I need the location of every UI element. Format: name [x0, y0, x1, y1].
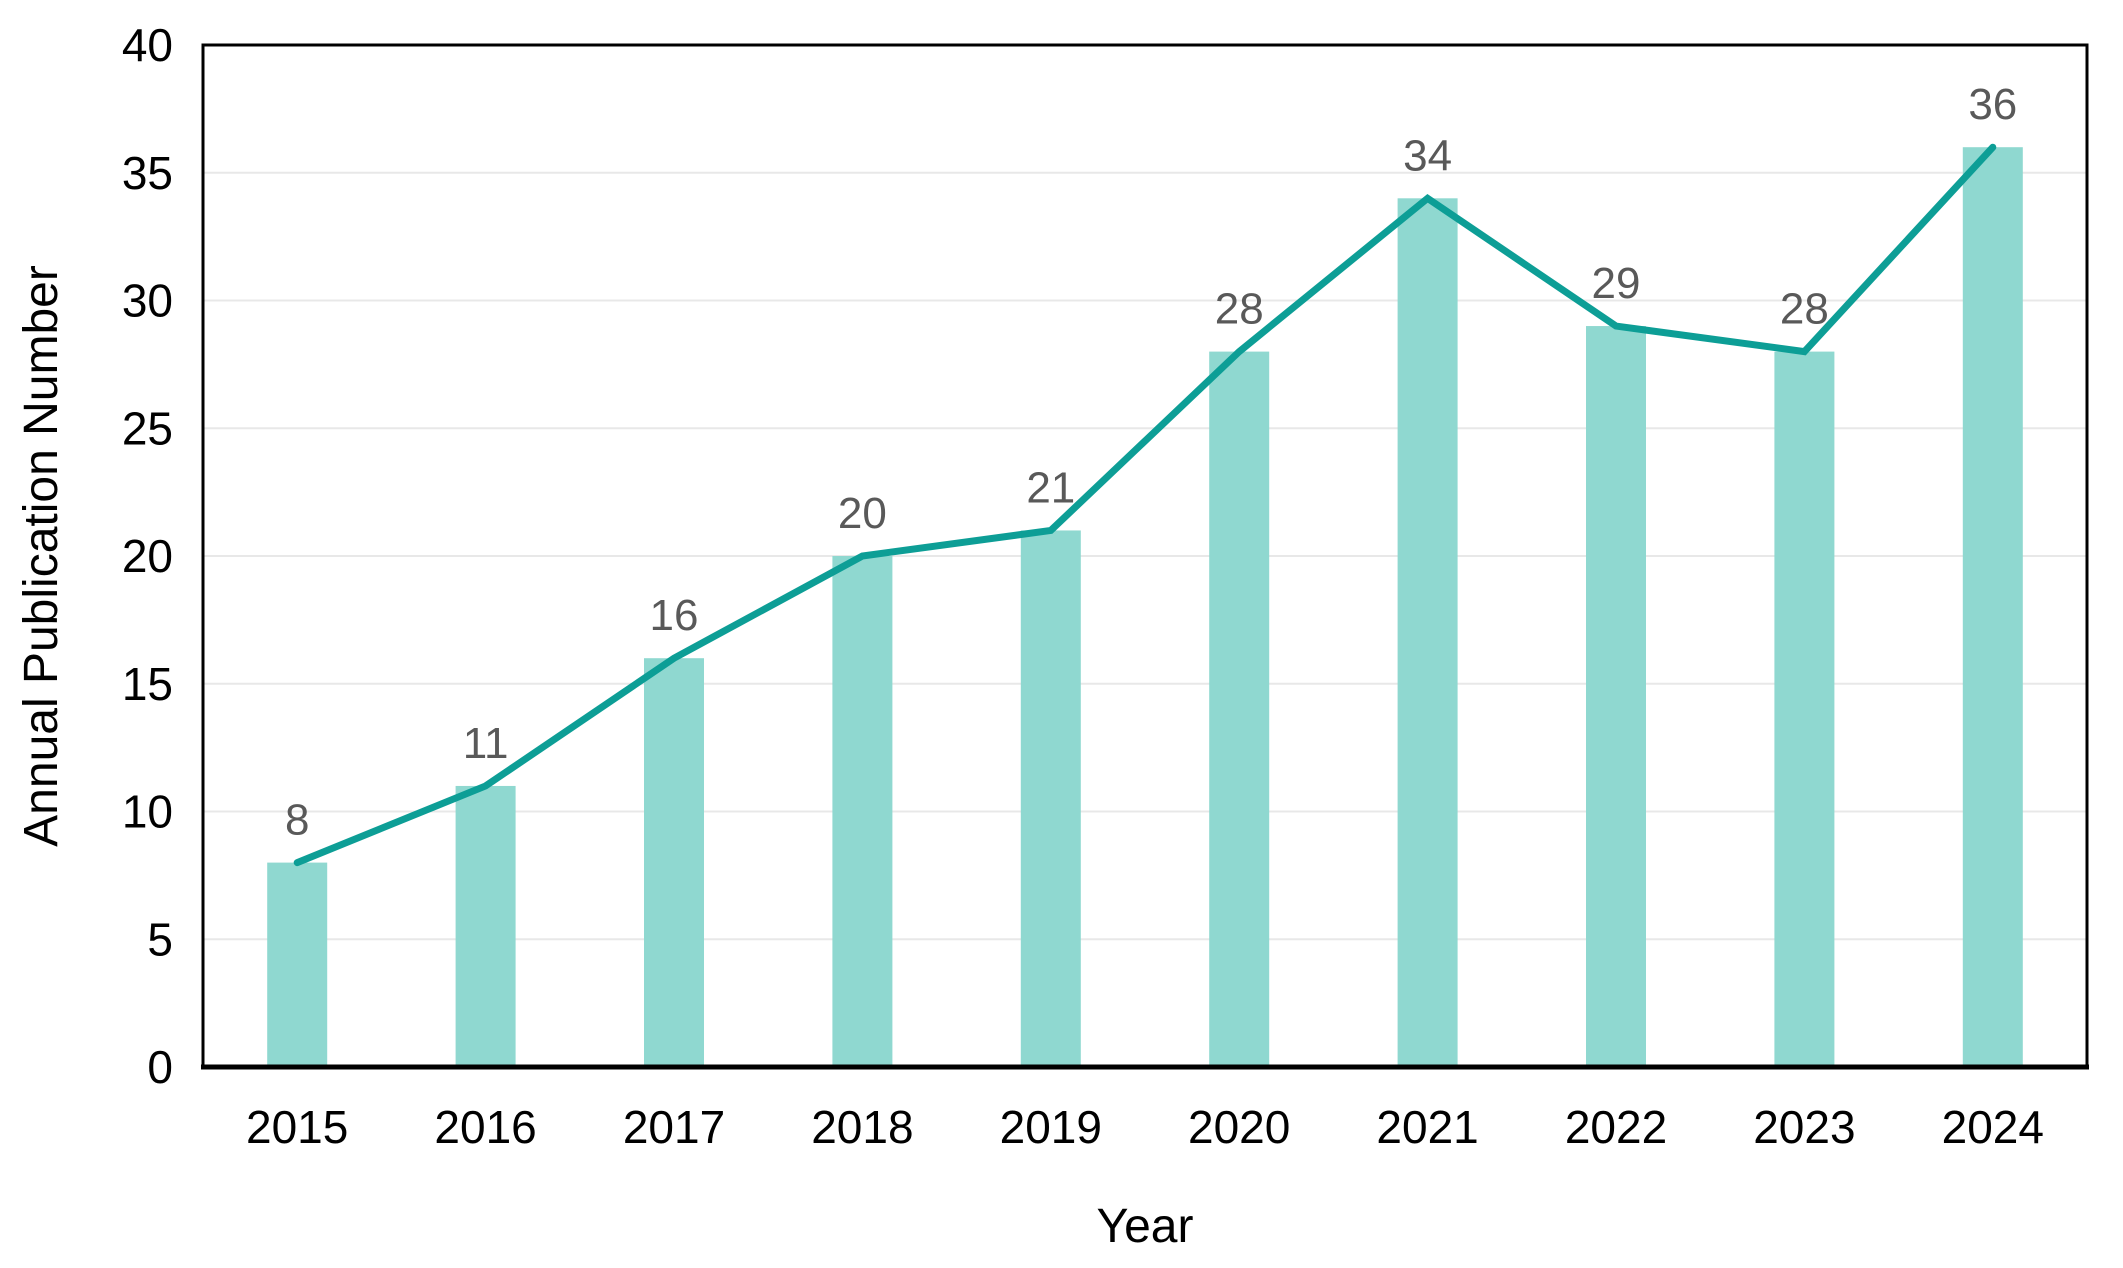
x-tick-label-2021: 2021: [1376, 1101, 1478, 1153]
data-label-2024: 36: [1968, 80, 2017, 129]
data-labels-layer: 8 11 16 20 21 28 34 29 28 36: [285, 80, 2017, 844]
y-axis-title: Annual Publication Number: [15, 265, 68, 847]
gridlines-layer: [203, 171, 2087, 941]
y-tick-label-15: 15: [122, 658, 173, 710]
bar-2017: [644, 658, 704, 1067]
x-tick-label-2023: 2023: [1753, 1101, 1855, 1153]
x-tick-label-2024: 2024: [1942, 1101, 2044, 1153]
bars-layer: [267, 147, 2023, 1068]
data-label-2022: 29: [1592, 259, 1641, 308]
bar-2022: [1586, 326, 1646, 1067]
bar-2016: [455, 785, 516, 1067]
x-tick-label-2022: 2022: [1565, 1101, 1667, 1153]
data-label-2017: 16: [650, 591, 699, 640]
bar-2024: [1962, 147, 2023, 1067]
y-tick-label-0: 0: [147, 1041, 173, 1093]
bar-2018: [832, 556, 893, 1067]
x-tick-label-2020: 2020: [1188, 1101, 1290, 1153]
y-tick-label-35: 35: [122, 147, 173, 199]
x-tick-label-2016: 2016: [434, 1101, 536, 1153]
data-label-2023: 28: [1780, 285, 1829, 334]
bar-2021: [1397, 198, 1458, 1068]
y-tick-label-5: 5: [147, 913, 173, 965]
x-tick-label-2017: 2017: [623, 1101, 725, 1153]
y-tick-label-30: 30: [122, 275, 173, 327]
y-tick-label-20: 20: [122, 530, 173, 582]
bar-2023: [1774, 351, 1835, 1068]
y-tick-label-25: 25: [122, 402, 173, 454]
bar-2019: [1020, 530, 1081, 1067]
x-tick-label-2018: 2018: [811, 1101, 913, 1153]
trend-line: [293, 143, 1997, 867]
plot-border-layer: [201, 43, 2089, 1070]
x-tick-label-2015: 2015: [246, 1101, 348, 1153]
bar-2015: [267, 862, 328, 1067]
data-label-2021: 34: [1403, 131, 1452, 180]
trend-line-layer: [293, 143, 1997, 867]
y-tick-label-40: 40: [122, 19, 173, 71]
data-label-2019: 21: [1026, 463, 1075, 512]
data-label-2020: 28: [1215, 285, 1264, 334]
x-axis-title: Year: [1097, 1200, 1194, 1253]
data-label-2018: 20: [838, 489, 887, 538]
data-label-2016: 11: [463, 719, 509, 768]
y-tick-label-10: 10: [122, 786, 173, 838]
data-label-2015: 8: [285, 796, 309, 845]
bar-2020: [1209, 351, 1270, 1068]
x-tick-label-2019: 2019: [1000, 1101, 1102, 1153]
